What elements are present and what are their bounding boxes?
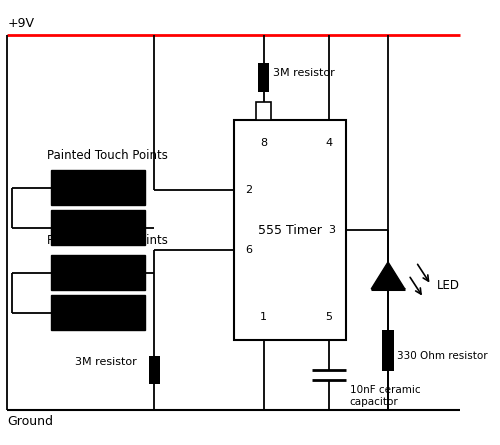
Bar — [382, 330, 394, 371]
Text: Ground: Ground — [8, 415, 54, 428]
Text: Painted Touch Points: Painted Touch Points — [47, 234, 168, 247]
Bar — [52, 255, 145, 290]
Bar — [52, 295, 145, 330]
Text: 3M resistor: 3M resistor — [273, 68, 335, 77]
Text: LED: LED — [436, 279, 460, 291]
Text: 2: 2 — [245, 185, 252, 195]
Polygon shape — [371, 262, 405, 289]
Bar — [52, 170, 145, 205]
Bar — [234, 120, 346, 340]
Bar — [148, 356, 160, 384]
Text: Painted Touch Points: Painted Touch Points — [47, 149, 168, 162]
Text: 6: 6 — [245, 245, 252, 255]
Text: 5: 5 — [326, 312, 332, 322]
Text: 3M resistor: 3M resistor — [75, 357, 136, 367]
Bar — [256, 102, 271, 120]
Text: +9V: +9V — [8, 17, 34, 30]
Text: 4: 4 — [326, 138, 332, 148]
Text: 10nF ceramic
capacitor: 10nF ceramic capacitor — [350, 385, 420, 407]
Bar — [258, 63, 270, 93]
Text: 1: 1 — [260, 312, 267, 322]
Text: 555 Timer: 555 Timer — [258, 223, 322, 236]
Text: 8: 8 — [260, 138, 267, 148]
Text: 3: 3 — [328, 225, 334, 235]
Text: 330 Ohm resistor: 330 Ohm resistor — [398, 351, 488, 360]
Bar — [52, 210, 145, 245]
